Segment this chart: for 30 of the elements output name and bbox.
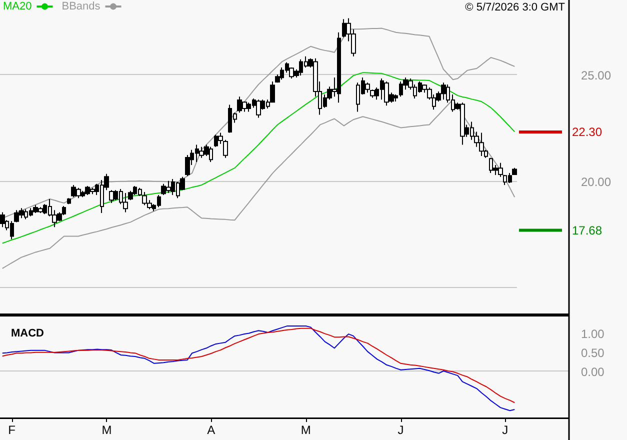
- line-series: [2, 72, 516, 244]
- text: MACD: [11, 328, 44, 340]
- x-tick-label: M: [300, 423, 311, 437]
- candlestick: [109, 190, 114, 204]
- x-tick-label: J: [398, 423, 404, 437]
- candlestick: [128, 190, 133, 201]
- annotation: © 5/7/2026 3:0 GMT: [465, 2, 566, 14]
- y-tick-label: 25.00: [581, 68, 612, 82]
- x-tick-label: F: [8, 423, 16, 437]
- ref-line-label: 17.68: [572, 223, 602, 238]
- x-tick-label: J: [502, 423, 508, 437]
- y-tick-label: 0.00: [581, 365, 605, 379]
- candlestick: [256, 99, 261, 118]
- y-tick-label: 0.50: [581, 346, 605, 360]
- line-series: [2, 99, 516, 269]
- candlestick: [67, 198, 71, 205]
- x-tick-label: M: [102, 423, 112, 437]
- candlestick: [218, 132, 223, 144]
- candlestick: [185, 154, 190, 177]
- y-tick-label: 20.00: [581, 174, 612, 189]
- candlestick: [370, 89, 375, 98]
- x-tick-label: A: [207, 423, 216, 437]
- candlestick: [512, 167, 517, 176]
- ref-line-label: 22.30: [572, 124, 602, 139]
- candlestick: [223, 139, 228, 158]
- y-tick-label: 1.00: [581, 326, 605, 341]
- candlestick: [0, 212, 5, 228]
- candlestick: [123, 192, 128, 213]
- legend-label: BBands: [62, 0, 101, 12]
- legend-label: MA20: [2, 0, 32, 12]
